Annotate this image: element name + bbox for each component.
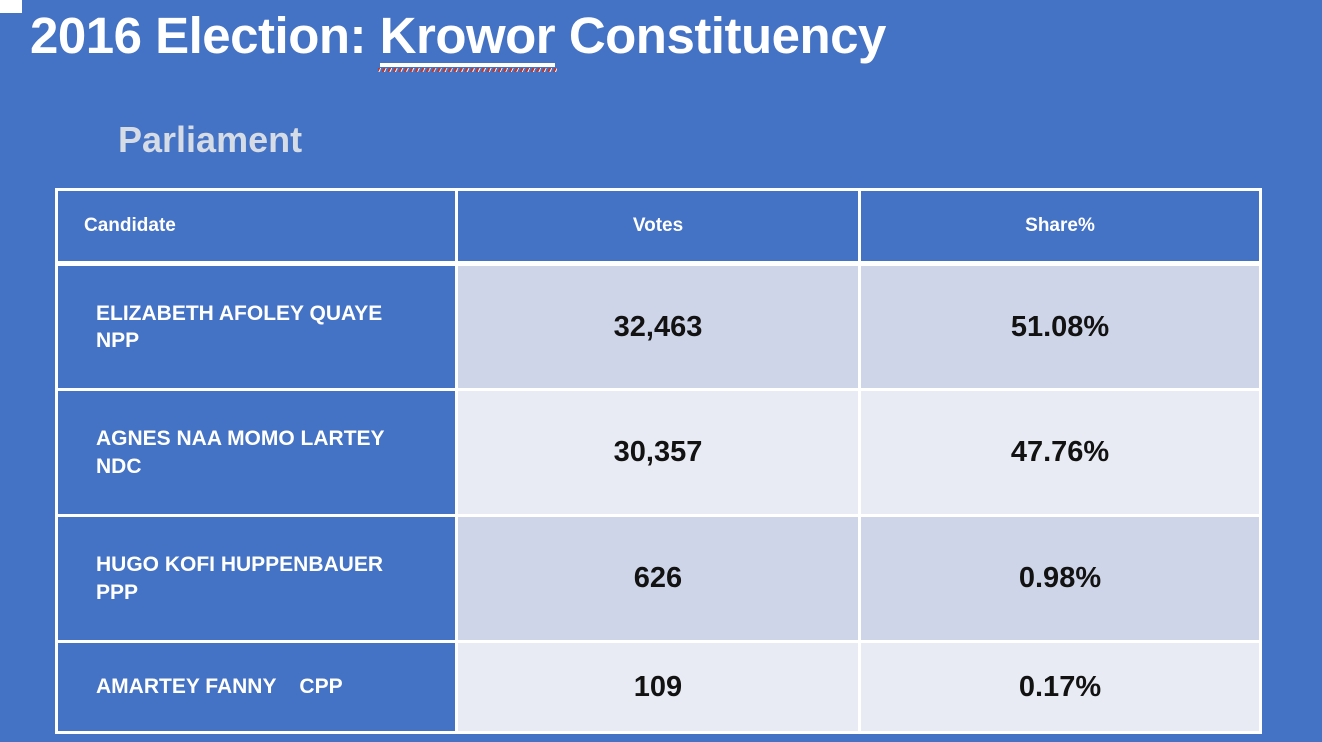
- subtitle-parliament: Parliament: [118, 119, 303, 160]
- title-suffix: Constituency: [555, 7, 887, 64]
- votes-value: 626: [455, 514, 861, 643]
- share-value: 47.76%: [858, 388, 1262, 517]
- candidate-name: ELIZABETH AFOLEY QUAYE NPP: [55, 262, 458, 391]
- title-prefix: 2016 Election:: [30, 7, 380, 64]
- slide-title: 2016 Election: Krowor Constituency: [30, 0, 886, 72]
- share-value: 51.08%: [858, 262, 1262, 391]
- candidate-name: AGNES NAA MOMO LARTEY NDC: [55, 388, 458, 517]
- header-candidate: Candidate: [55, 188, 458, 266]
- table-row: ELIZABETH AFOLEY QUAYE NPP 32,463 51.08%: [55, 262, 1262, 391]
- table-row: HUGO KOFI HUPPENBAUER PPP 626 0.98%: [55, 514, 1262, 643]
- election-results-table: Candidate Votes Share% ELIZABETH AFOLEY …: [55, 188, 1262, 734]
- title-krowor-underlined: Krowor: [377, 10, 557, 72]
- votes-value: 109: [455, 640, 861, 734]
- header-votes: Votes: [455, 188, 861, 266]
- votes-value: 30,357: [455, 388, 861, 517]
- candidate-name: HUGO KOFI HUPPENBAUER PPP: [55, 514, 458, 643]
- candidate-name: AMARTEY FANNY CPP: [55, 640, 458, 734]
- table-header-row: Candidate Votes Share%: [55, 188, 1262, 266]
- corner-artifact: [0, 0, 22, 13]
- share-value: 0.98%: [858, 514, 1262, 643]
- share-value: 0.17%: [858, 640, 1262, 734]
- table-row: AMARTEY FANNY CPP 109 0.17%: [55, 640, 1262, 734]
- votes-value: 32,463: [455, 262, 861, 391]
- table-row: AGNES NAA MOMO LARTEY NDC 30,357 47.76%: [55, 388, 1262, 517]
- header-share: Share%: [858, 188, 1262, 266]
